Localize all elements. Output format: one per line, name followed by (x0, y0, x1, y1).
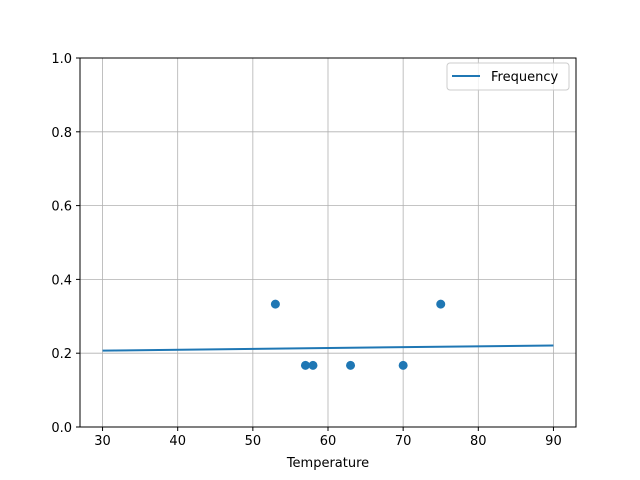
x-tick-label: 90 (545, 434, 562, 449)
grid (80, 57, 576, 428)
x-tick-label: 60 (320, 434, 337, 449)
x-tick-label: 80 (470, 434, 487, 449)
scatter-point (346, 360, 356, 370)
x-axis-label: Temperature (286, 456, 369, 471)
ticks: 30 40 50 60 70 80 90 0.0 0.2 0.4 0.6 0.8 1.0 (51, 52, 561, 449)
y-tick-label: 1.0 (51, 52, 72, 67)
x-tick-label: 70 (395, 434, 412, 449)
y-tick-label: 0.8 (51, 126, 72, 141)
scatter-point (300, 360, 310, 370)
y-tick-label: 0.0 (51, 421, 72, 436)
scatter-point (270, 299, 280, 309)
y-tick-label: 0.6 (51, 200, 72, 215)
scatter-point (308, 360, 318, 370)
scatter-point (398, 360, 408, 370)
x-tick-label: 50 (245, 434, 262, 449)
x-tick-label: 30 (94, 434, 111, 449)
x-tick-label: 40 (169, 434, 186, 449)
plot-area (102, 299, 554, 370)
legend-label-frequency: Frequency (491, 70, 558, 85)
legend-box (446, 62, 570, 91)
y-tick-label: 0.4 (51, 273, 72, 288)
y-tick-label: 0.2 (51, 347, 72, 362)
legend: Frequency (446, 62, 570, 91)
scatter-point (436, 299, 446, 309)
series-line-frequency (102, 344, 554, 352)
